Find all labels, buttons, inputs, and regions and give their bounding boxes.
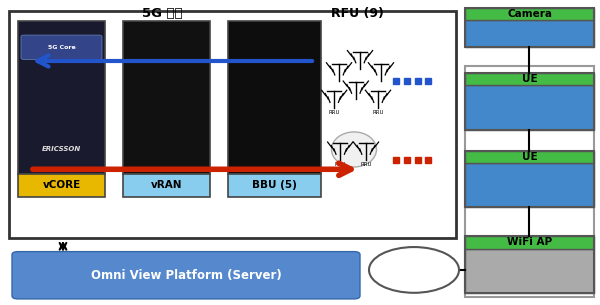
Text: RRU: RRU (372, 110, 384, 115)
FancyBboxPatch shape (18, 174, 105, 197)
Text: BBU (5): BBU (5) (252, 180, 297, 190)
FancyBboxPatch shape (228, 174, 321, 197)
FancyBboxPatch shape (465, 163, 594, 207)
Circle shape (369, 247, 459, 293)
FancyBboxPatch shape (465, 73, 594, 85)
Ellipse shape (331, 132, 377, 167)
Text: RRU: RRU (360, 162, 372, 167)
Text: RFU (9): RFU (9) (331, 7, 383, 20)
FancyBboxPatch shape (465, 66, 594, 297)
FancyBboxPatch shape (123, 21, 210, 174)
FancyBboxPatch shape (228, 21, 321, 174)
FancyBboxPatch shape (21, 35, 102, 59)
Text: UE: UE (521, 74, 538, 84)
Text: vCORE: vCORE (43, 180, 80, 190)
FancyBboxPatch shape (465, 8, 594, 20)
Text: vRAN: vRAN (151, 180, 182, 190)
Text: 5G
Handset: 5G Handset (396, 260, 432, 280)
Text: Camera: Camera (507, 9, 552, 19)
FancyBboxPatch shape (18, 21, 105, 174)
Text: 5G 장비: 5G 장비 (142, 7, 182, 20)
Text: ERICSSON: ERICSSON (42, 146, 81, 152)
FancyBboxPatch shape (9, 11, 456, 238)
FancyBboxPatch shape (123, 174, 210, 197)
Text: WiFi AP: WiFi AP (507, 238, 552, 247)
FancyBboxPatch shape (465, 151, 594, 163)
Text: RRU: RRU (328, 110, 340, 115)
Text: UE: UE (521, 152, 538, 162)
Text: RRU: RRU (334, 162, 346, 167)
FancyBboxPatch shape (465, 20, 594, 47)
Text: Omni View Platform (Server): Omni View Platform (Server) (91, 269, 281, 282)
Text: 5G Core: 5G Core (47, 45, 76, 50)
FancyBboxPatch shape (465, 236, 594, 249)
FancyBboxPatch shape (465, 85, 594, 130)
FancyBboxPatch shape (12, 252, 360, 299)
FancyBboxPatch shape (465, 249, 594, 293)
